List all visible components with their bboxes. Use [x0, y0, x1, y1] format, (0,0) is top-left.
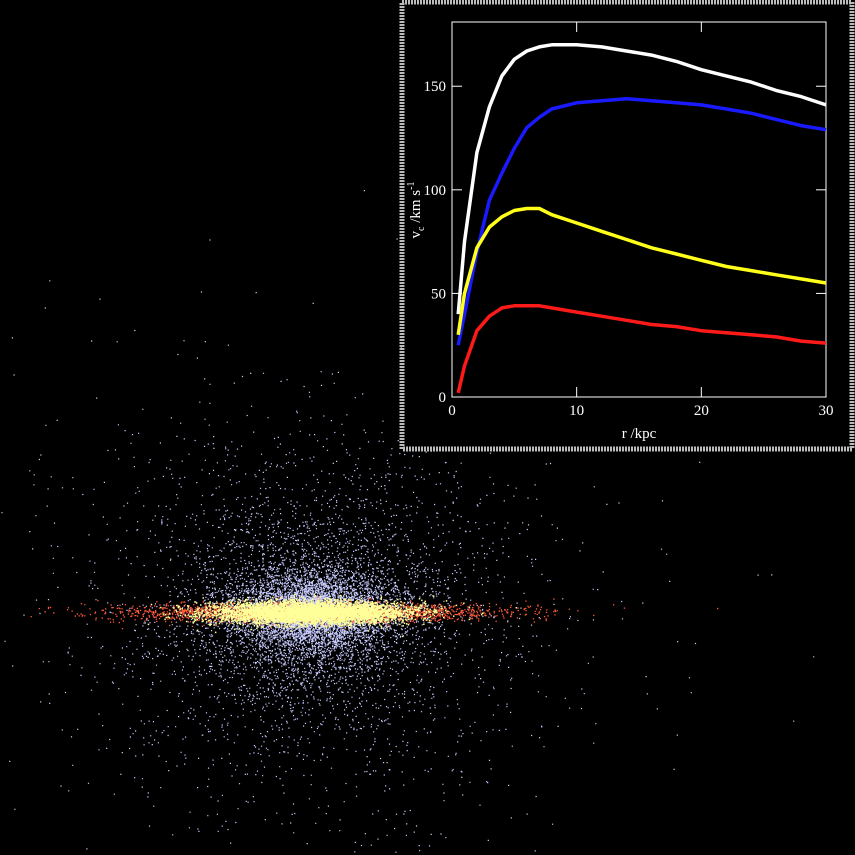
- rotation-curve: [456, 96, 827, 346]
- y-label-part: v: [408, 230, 424, 238]
- y-label-part: /km s: [408, 190, 424, 227]
- x-axis-label: r /kpc: [622, 426, 657, 442]
- x-tick-label: 30: [819, 403, 834, 419]
- rotation-curve: [456, 43, 827, 315]
- rotation-curve: [456, 206, 827, 336]
- y-axis-label: vc /km s-1: [406, 182, 427, 239]
- x-tick-label: 20: [694, 403, 709, 419]
- bulge-particles: [147, 593, 518, 638]
- x-tick-label: 0: [448, 403, 456, 419]
- y-tick-label: 100: [424, 183, 447, 199]
- inset-frame: [399, 0, 855, 452]
- x-tick-label: 10: [569, 403, 584, 419]
- plot-frame: [451, 21, 827, 398]
- rotation-curve: [456, 304, 827, 394]
- y-label-part: -1: [406, 182, 417, 190]
- galaxy-image: [1, 144, 815, 853]
- y-tick-label: 50: [431, 286, 446, 302]
- y-label-part: c: [416, 226, 427, 231]
- y-tick-label: 0: [439, 390, 447, 406]
- inset-chart: 0 10 20 30 0 50 100 150: [424, 22, 834, 419]
- y-tick-label: 150: [424, 79, 447, 95]
